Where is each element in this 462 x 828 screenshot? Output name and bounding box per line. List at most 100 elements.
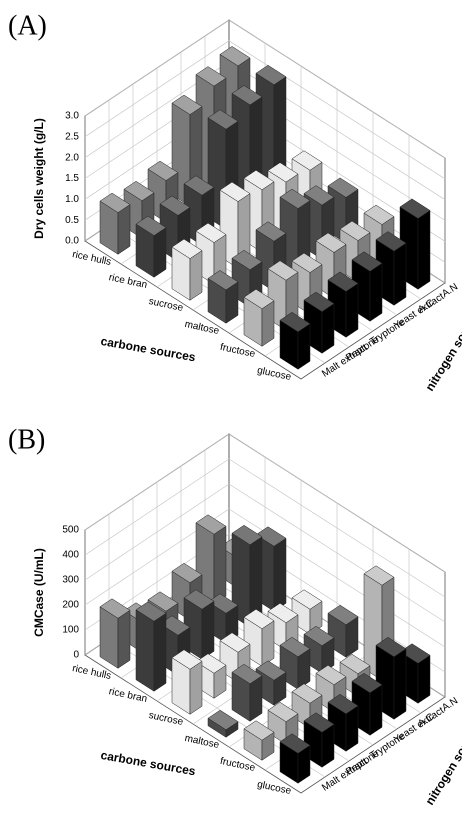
x-tick-label: maltose (184, 733, 221, 751)
grid-line (84, 458, 446, 598)
x-tick-label: maltose (184, 319, 221, 337)
bar (99, 192, 131, 255)
bar-side (189, 250, 203, 301)
z-tick-label: 1.0 (65, 194, 79, 205)
bar (171, 238, 203, 301)
bar-top (303, 625, 335, 647)
bar-top (351, 672, 383, 694)
bar-top (327, 177, 359, 198)
bar-side (393, 242, 407, 306)
bar-top (207, 593, 239, 614)
bar-top (231, 85, 263, 106)
bar (207, 270, 239, 324)
bar-top (243, 608, 275, 630)
bar-top (183, 589, 215, 610)
bar-top (171, 649, 203, 670)
bar-side (117, 609, 131, 669)
bar (207, 709, 239, 738)
bar-top (135, 601, 167, 622)
z-axis-title: Dry cells weight (g/L) (32, 118, 46, 239)
bar-top (303, 712, 335, 733)
bar-top (195, 514, 227, 535)
chart: 0.0 0.5 1.0 1.5 2.0 2.5 3.0 rice hulls rice bran… (8, 10, 462, 393)
bar-front (135, 609, 155, 692)
bar-side (273, 537, 287, 612)
bar-top (303, 185, 335, 206)
x-tick-label: rice hulls (71, 249, 112, 268)
bar-side (369, 684, 383, 736)
bar-top (315, 232, 347, 253)
z-tick-label: 0 (73, 650, 79, 661)
bar-side (417, 654, 431, 704)
bar-side (417, 209, 431, 290)
bar-top (255, 660, 287, 681)
bar-side (369, 262, 383, 322)
bar (99, 598, 131, 669)
bar-side (321, 303, 335, 354)
bar-side (153, 227, 167, 278)
bar-side (153, 612, 167, 692)
bar-side (393, 648, 407, 720)
bar-top (243, 288, 275, 310)
bar-top (255, 526, 287, 547)
bar-side (189, 660, 203, 715)
panel-label: (B) (8, 424, 45, 455)
bar (303, 625, 335, 674)
bar-top (315, 664, 347, 686)
bar-top (327, 604, 359, 626)
bar-side (201, 600, 215, 660)
bar-top (351, 251, 383, 272)
z-tick-label: 0.0 (65, 236, 79, 247)
bar-top (183, 175, 215, 196)
bar-top (147, 591, 179, 612)
bar (135, 215, 167, 278)
bar-top (279, 636, 311, 658)
bar-top (207, 109, 239, 130)
bar-top (243, 169, 275, 191)
x-tick-label: sucrose (148, 710, 185, 728)
bar-top (291, 683, 323, 704)
bar-top (339, 653, 371, 675)
z-tick-label: 2.0 (65, 152, 79, 163)
bar-top (267, 701, 299, 723)
z-tick-label: 400 (62, 550, 79, 561)
z-tick-label: 300 (62, 575, 79, 586)
x-tick-label: sucrose (148, 296, 185, 314)
x-axis-title: carbone sources (100, 748, 197, 779)
z-tick-label: 200 (62, 600, 79, 611)
bar (135, 601, 167, 692)
bar-top (291, 150, 323, 171)
z-axis-title: CMCase (U/mL) (32, 548, 46, 637)
bar-top (255, 64, 287, 86)
bar (231, 524, 263, 628)
y-axis-title: nitrogen sources (423, 303, 462, 393)
x-tick-label: rice bran (108, 686, 148, 705)
bar-top (267, 602, 299, 624)
bar-top (99, 598, 131, 619)
bar-top (159, 195, 191, 216)
bar (183, 589, 215, 660)
bar (231, 663, 263, 722)
bar-top (231, 663, 263, 685)
bar-top (219, 46, 251, 67)
bar-top (171, 562, 203, 584)
bar-top (327, 271, 359, 292)
bar-top (147, 160, 179, 181)
x-tick-label: rice hulls (71, 663, 112, 682)
bar (327, 604, 359, 658)
bar-top (363, 565, 395, 586)
bar-top (219, 632, 251, 653)
z-tick-label: 100 (62, 625, 79, 636)
bar-top (195, 653, 227, 674)
bar-top (375, 231, 407, 252)
bar-top (195, 222, 227, 243)
x-tick-label: fructose (219, 756, 257, 774)
z-tick-label: 3.0 (65, 111, 79, 122)
grid-line (84, 40, 446, 180)
bar (279, 733, 311, 784)
bar-top (255, 221, 287, 242)
bar-side (213, 525, 227, 605)
bar-top (303, 291, 335, 312)
bar-top (207, 270, 239, 291)
